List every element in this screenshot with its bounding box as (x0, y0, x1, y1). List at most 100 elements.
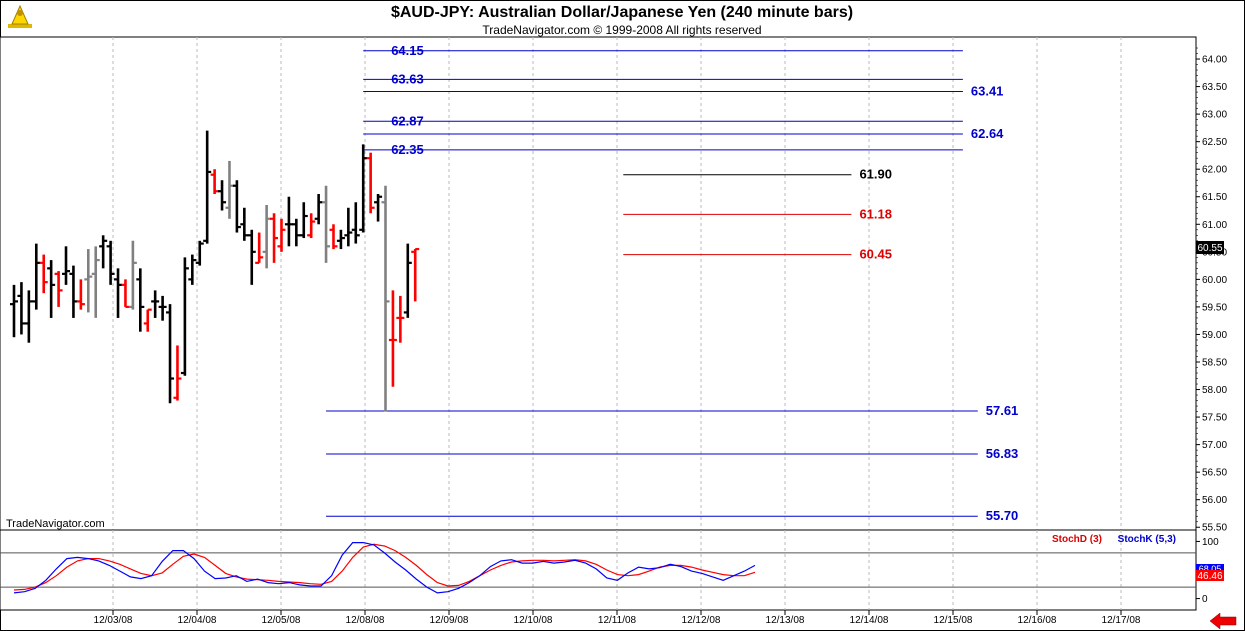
ohlc-bar (277, 218, 286, 252)
ohlc-bar (388, 290, 397, 387)
fib-level-label: 57.61 (986, 403, 1019, 418)
chart-copyright: TradeNavigator.com © 1999-2008 All right… (482, 23, 761, 37)
y-tick-label: 55.50 (1202, 523, 1227, 534)
ohlc-bar (255, 232, 264, 264)
ohlc-bar (76, 279, 85, 310)
y-tick-label: 61.00 (1202, 220, 1227, 231)
ohlc-bar (314, 193, 323, 225)
ohlc-bar (62, 246, 71, 285)
x-tick-label: 12/14/08 (850, 615, 889, 626)
ohlc-bar (299, 202, 308, 239)
stochd-line (13, 543, 756, 591)
ohlc-bar (307, 213, 316, 239)
ohlc-bar (225, 160, 234, 219)
ohlc-bar (121, 279, 130, 309)
x-tick-label: 12/17/08 (1102, 615, 1141, 626)
x-tick-label: 12/13/08 (766, 615, 805, 626)
ohlc-bar (54, 271, 63, 307)
ohlc-bar (32, 243, 41, 310)
y-tick-label: 62.00 (1202, 165, 1227, 176)
y-tick-label: 58.50 (1202, 357, 1227, 368)
x-tick-label: 12/08/08 (346, 615, 385, 626)
fib-level-label: 62.87 (391, 113, 424, 128)
ohlc-bar (240, 207, 249, 241)
trade-navigator-logo-icon (8, 4, 32, 28)
ohlc-bar (381, 185, 390, 412)
ohlc-bar (136, 268, 145, 332)
ohlc-bar (232, 180, 241, 233)
fib-level-label: 56.83 (986, 446, 1019, 461)
ohlc-bar (247, 229, 256, 285)
y-tick-label: 58.00 (1202, 385, 1227, 396)
ohlc-bar (203, 130, 212, 244)
fib-level-label: 61.90 (859, 167, 892, 182)
legend-stochk: StochK (5,3) (1118, 534, 1176, 545)
fib-level-label: 63.63 (391, 71, 424, 86)
ohlc-bar (114, 268, 123, 318)
ohlc-bar (344, 207, 353, 247)
fib-level-label: 55.70 (986, 508, 1019, 523)
ohlc-bar (262, 205, 271, 269)
ohlc-bar (292, 218, 301, 247)
price-bars (10, 130, 420, 412)
ohlc-bar (188, 254, 197, 285)
y-tick-label: 62.50 (1202, 137, 1227, 148)
stochk-last-value: 68.05 (1199, 564, 1222, 574)
y-tick-label: 57.50 (1202, 413, 1227, 424)
ohlc-bar (84, 249, 93, 313)
ohlc-bar (106, 240, 115, 285)
fib-level-label: 62.64 (971, 126, 1004, 141)
y-tick-label: 56.00 (1202, 495, 1227, 506)
ohlc-bar (329, 224, 338, 250)
x-tick-label: 12/16/08 (1018, 615, 1057, 626)
stochk-line (13, 541, 756, 594)
ohlc-bar (218, 180, 227, 211)
ohlc-bar (158, 295, 167, 321)
stoch-last-values: 68.05 46.46 (1196, 564, 1224, 582)
fib-level-label: 62.35 (391, 142, 424, 157)
ohlc-bar (336, 229, 345, 250)
ohlc-bar (270, 213, 279, 263)
stochastic-lines (13, 541, 756, 594)
stochastic-panel (0, 529, 1197, 611)
x-tick-label: 12/03/08 (94, 615, 133, 626)
ohlc-bar (351, 202, 360, 244)
ohlc-bar (366, 152, 375, 214)
price-panel (0, 36, 1197, 531)
x-tick-label: 12/09/08 (430, 615, 469, 626)
watermark: TradeNavigator.com (6, 518, 105, 530)
ohlc-bar (173, 345, 182, 401)
date-axis: 12/03/08 12/04/08 12/05/08 12/08/08 12/09/08… (94, 610, 1141, 626)
ohlc-bar (284, 196, 293, 247)
y-tick-label: 60.00 (1202, 275, 1227, 286)
ohlc-bar (411, 247, 420, 302)
last-price-value: 60.55 (1197, 243, 1222, 254)
stochastic-grid (0, 530, 1196, 610)
ohlc-bar (322, 185, 331, 263)
x-tick-label: 12/11/08 (598, 615, 637, 626)
ohlc-bar (39, 254, 48, 294)
ohlc-bar (10, 284, 18, 338)
ohlc-bar (180, 257, 189, 376)
y-tick-label: 63.50 (1202, 82, 1227, 93)
y-tick-label: 59.00 (1202, 330, 1227, 341)
ohlc-bar (396, 295, 405, 343)
y-tick-label: 57.00 (1202, 440, 1227, 451)
x-tick-label: 12/15/08 (934, 615, 973, 626)
ohlc-bar (91, 246, 100, 318)
stoch-y-tick-label: 100 (1202, 537, 1219, 548)
red-arrow-left-icon[interactable] (1209, 612, 1237, 630)
ohlc-bar (374, 193, 383, 222)
x-tick-label: 12/10/08 (514, 615, 553, 626)
ohlc-bar (69, 265, 78, 318)
y-tick-label: 59.50 (1202, 302, 1227, 313)
x-tick-label: 12/12/08 (682, 615, 721, 626)
fib-level-label: 64.15 (391, 43, 424, 58)
last-price-badge: 60.55 (1196, 241, 1224, 254)
x-tick-label: 12/04/08 (178, 615, 217, 626)
fib-level-label: 61.18 (859, 206, 892, 221)
y-tick-label: 63.00 (1202, 110, 1227, 121)
ohlc-bar (24, 290, 33, 343)
ohlc-bar (195, 240, 204, 266)
